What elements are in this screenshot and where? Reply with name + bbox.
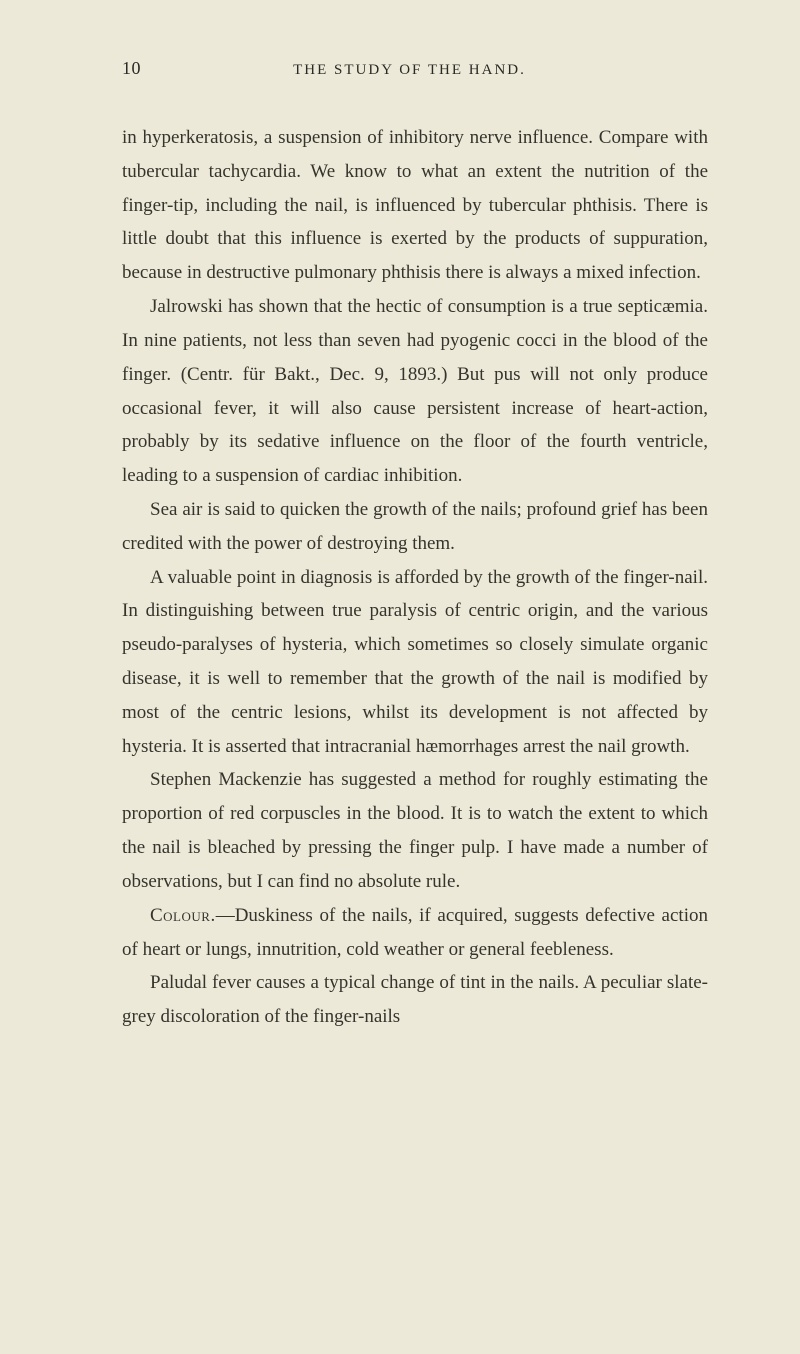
paragraph-6: Colour.—Duskiness of the nails, if acqui… (122, 899, 708, 967)
paragraph-3: Sea air is said to quicken the growth of… (122, 493, 708, 561)
paragraph-2: Jalrowski has shown that the hectic of c… (122, 290, 708, 493)
paragraph-7: Paludal fever causes a typical change of… (122, 966, 708, 1034)
page-header: 10 THE STUDY OF THE HAND. (122, 58, 708, 79)
paragraph-5: Stephen Mackenzie has suggested a method… (122, 763, 708, 898)
colour-label: Colour. (150, 905, 216, 926)
paragraph-1: in hyperkeratosis, a suspension of inhib… (122, 121, 708, 290)
document-page: 10 THE STUDY OF THE HAND. in hyperkerato… (0, 0, 800, 1094)
header-title: THE STUDY OF THE HAND. (111, 62, 708, 79)
body-text: in hyperkeratosis, a suspension of inhib… (122, 121, 708, 1034)
paragraph-4: A valuable point in diagnosis is afforde… (122, 561, 708, 764)
